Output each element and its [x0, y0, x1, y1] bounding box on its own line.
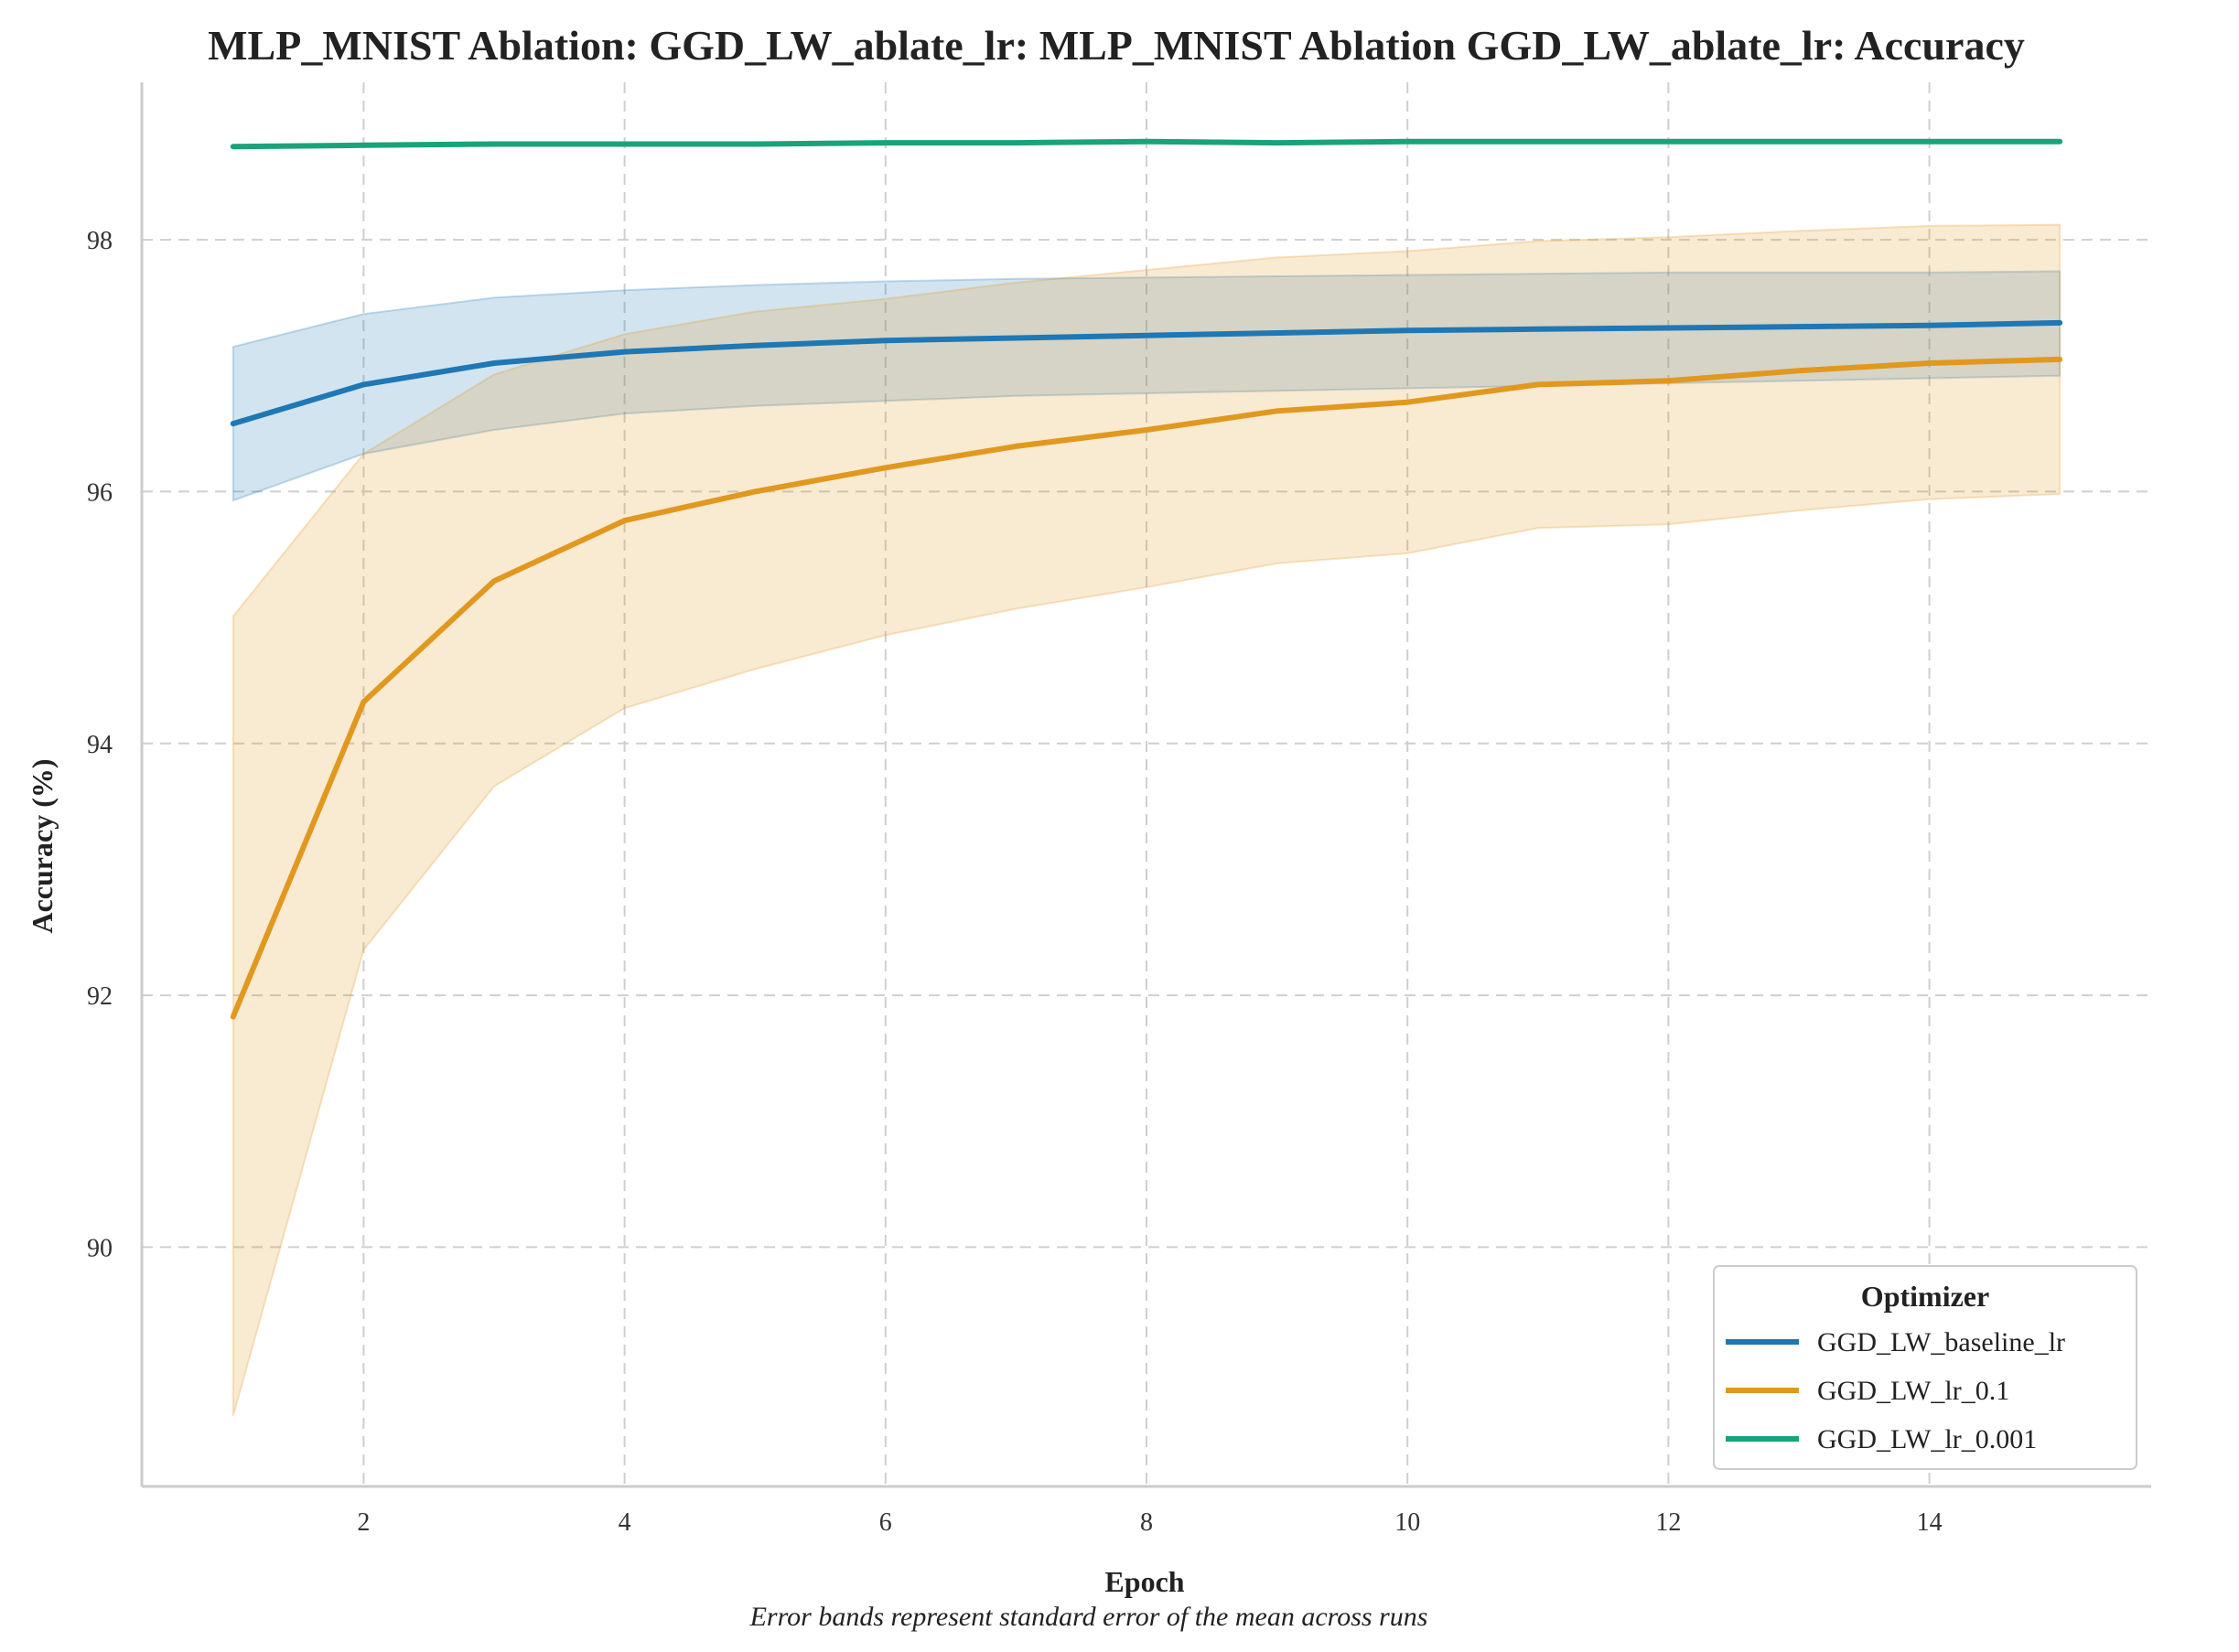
- series-line-GGD_LW_baseline_lr: [230, 319, 2063, 427]
- series-line-GGD_LW_lr_0.1: [230, 356, 2063, 1020]
- x-tick-label: 8: [1140, 1508, 1153, 1537]
- grid: [142, 82, 2151, 1486]
- chart-title: MLP_MNIST Ablation: GGD_LW_ablate_lr: ML…: [208, 22, 2025, 69]
- y-tick-label: 98: [87, 227, 113, 255]
- x-tick-label: 6: [879, 1508, 892, 1537]
- axes: [140, 82, 2151, 1488]
- y-tick-label: 94: [87, 731, 113, 759]
- legend: Optimizer GGD_LW_baseline_lr GGD_LW_lr_0.…: [1713, 1265, 2137, 1470]
- y-tick-label: 92: [87, 982, 113, 1011]
- legend-title: Optimizer: [1861, 1280, 1989, 1313]
- series-line-GGD_LW_lr_0.001: [230, 138, 2063, 150]
- series-lines: [230, 138, 2063, 1020]
- legend-box: [1713, 1265, 2137, 1470]
- x-tick-label: 12: [1655, 1508, 1681, 1537]
- x-tick-label: 14: [1917, 1508, 1943, 1537]
- y-tick-label: 96: [87, 478, 113, 507]
- legend-label: GGD_LW_lr_0.001: [1817, 1424, 2037, 1454]
- x-tick-label: 4: [619, 1508, 631, 1537]
- y-axis-label: Accuracy (%): [26, 758, 59, 933]
- x-tick-label: 2: [357, 1508, 370, 1537]
- y-tick-labels: 90 92 94 96 98: [87, 227, 113, 1262]
- y-tick-label: 90: [87, 1234, 113, 1262]
- x-axis-label: Epoch: [1104, 1565, 1184, 1598]
- error-band-GGD_LW_lr_0.1: [231, 223, 2061, 1417]
- legend-label: GGD_LW_lr_0.1: [1817, 1376, 2009, 1406]
- x-tick-label: 10: [1394, 1508, 1420, 1537]
- legend-items: GGD_LW_baseline_lr GGD_LW_lr_0.1 GGD_LW_lr…: [1726, 1327, 2065, 1454]
- chart-caption: Error bands represent standard error of …: [749, 1602, 1428, 1632]
- legend-label: GGD_LW_baseline_lr: [1817, 1327, 2065, 1357]
- x-tick-labels: 2 4 6 8 10 12 14: [357, 1508, 1942, 1537]
